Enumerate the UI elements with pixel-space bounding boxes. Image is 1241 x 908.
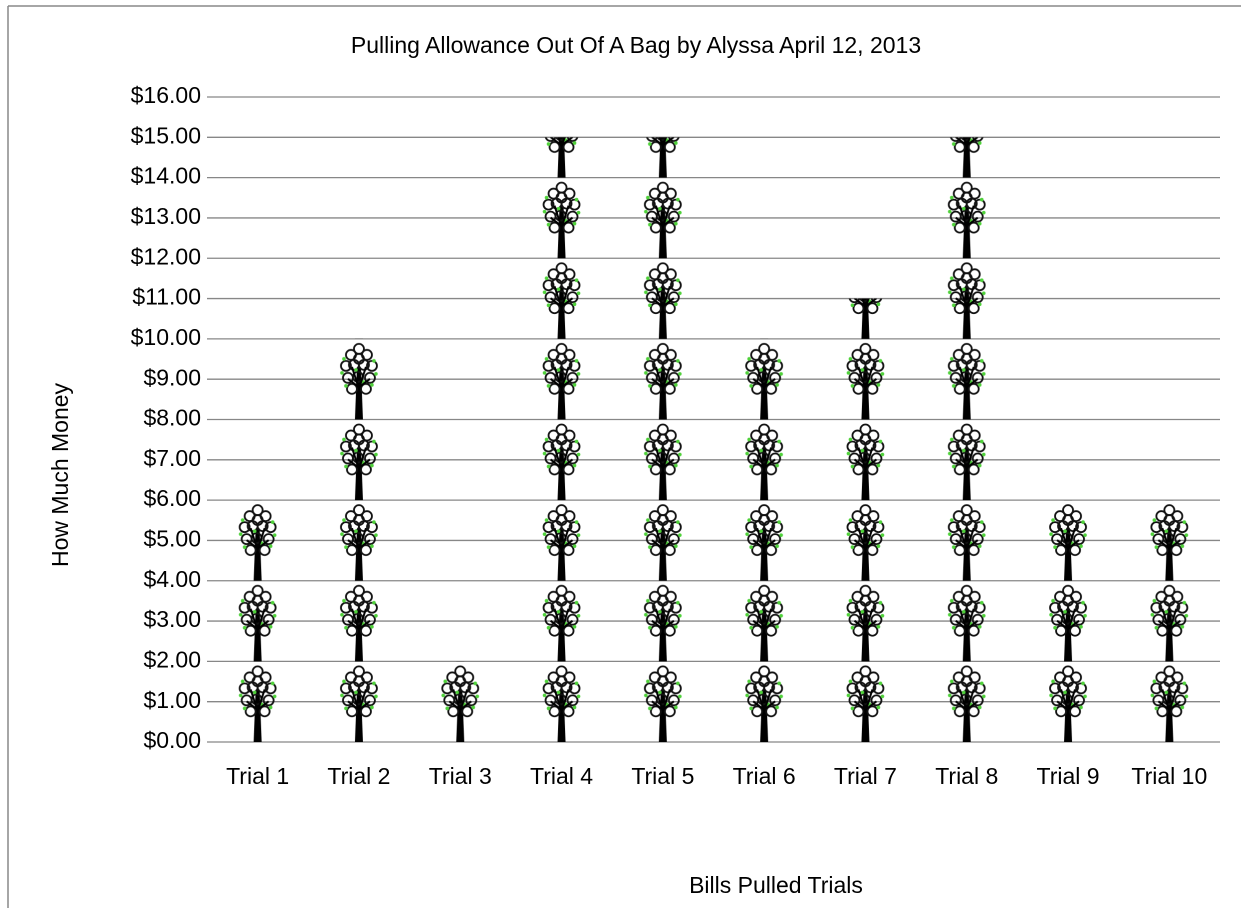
y-tick-label: $16.00: [131, 82, 201, 108]
x-tick-label: Trial 9: [1037, 763, 1100, 789]
y-tick-label: $6.00: [143, 485, 201, 511]
bar: [941, 137, 992, 742]
bar: [1144, 500, 1195, 742]
x-tick-label: Trial 8: [935, 763, 998, 789]
y-tick-label: $1.00: [143, 687, 201, 713]
y-tick-label: $4.00: [143, 566, 201, 592]
y-tick-label: $2.00: [143, 646, 201, 672]
x-tick-label: Trial 10: [1131, 763, 1207, 789]
bar: [232, 500, 283, 742]
y-tick-label: $15.00: [131, 122, 201, 148]
x-axis-label: Bills Pulled Trials: [689, 872, 863, 898]
bar: [536, 137, 587, 742]
y-tick-label: $11.00: [132, 284, 201, 310]
x-tick-label: Trial 4: [530, 763, 593, 789]
y-tick-label: $3.00: [143, 606, 201, 632]
bar: [435, 661, 486, 742]
y-tick-label: $9.00: [143, 364, 201, 390]
x-tick-label: Trial 6: [733, 763, 796, 789]
bar: [637, 137, 688, 742]
y-axis-label: How Much Money: [47, 382, 73, 567]
y-tick-label: $0.00: [143, 727, 201, 753]
bar: [1043, 500, 1094, 742]
x-tick-label: Trial 5: [631, 763, 694, 789]
x-tick-label: Trial 7: [834, 763, 897, 789]
x-tick-label: Trial 1: [226, 763, 289, 789]
y-tick-label: $5.00: [143, 526, 201, 552]
y-tick-label: $14.00: [131, 163, 201, 189]
bar: [333, 338, 384, 742]
y-tick-label: $10.00: [131, 324, 201, 350]
x-tick-label: Trial 2: [327, 763, 390, 789]
bar: [840, 298, 891, 742]
bar: [739, 338, 790, 742]
y-tick-label: $13.00: [131, 203, 201, 229]
y-tick-label: $12.00: [131, 243, 201, 269]
y-tick-label: $7.00: [143, 445, 201, 471]
chart-title: Pulling Allowance Out Of A Bag by Alyssa…: [351, 32, 921, 58]
x-tick-label: Trial 3: [429, 763, 492, 789]
y-tick-label: $8.00: [143, 405, 201, 431]
